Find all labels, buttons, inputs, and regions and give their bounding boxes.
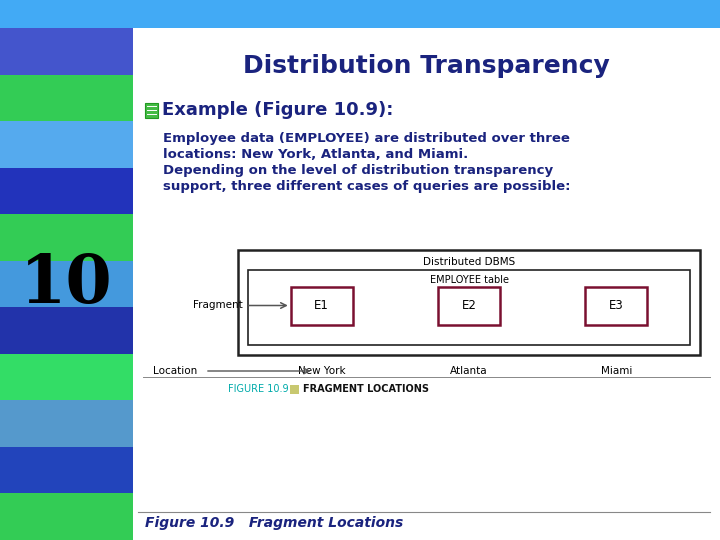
Bar: [133, 28, 720, 540]
Bar: [0, 28, 133, 75]
Bar: [0, 494, 133, 540]
Text: EMPLOYEE table: EMPLOYEE table: [430, 275, 508, 285]
Text: locations: New York, Atlanta, and Miami.: locations: New York, Atlanta, and Miami.: [163, 148, 468, 161]
Text: New York: New York: [298, 366, 346, 376]
Text: FIGURE 10.9: FIGURE 10.9: [228, 384, 289, 394]
Text: Distribution Transparency: Distribution Transparency: [243, 54, 610, 78]
Bar: [0, 121, 133, 167]
Text: E3: E3: [609, 299, 624, 312]
Text: E2: E2: [462, 299, 477, 312]
Text: Location: Location: [153, 366, 197, 376]
Text: support, three different cases of queries are possible:: support, three different cases of querie…: [163, 180, 570, 193]
Bar: [238, 250, 700, 355]
Text: Example (Figure 10.9):: Example (Figure 10.9):: [162, 101, 393, 119]
Text: E1: E1: [314, 299, 329, 312]
Text: Depending on the level of distribution transparency: Depending on the level of distribution t…: [163, 164, 553, 177]
Bar: [291, 287, 353, 325]
Text: FRAGMENT LOCATIONS: FRAGMENT LOCATIONS: [303, 384, 429, 394]
Bar: [0, 354, 133, 400]
Bar: [0, 167, 133, 214]
Bar: [0, 400, 133, 447]
Bar: [248, 270, 690, 345]
Bar: [0, 447, 133, 494]
Bar: [0, 261, 133, 307]
Bar: [0, 214, 133, 261]
Text: 10: 10: [20, 252, 113, 316]
Bar: [438, 287, 500, 325]
Text: Miami: Miami: [600, 366, 632, 376]
Bar: [0, 0, 720, 28]
Bar: [585, 287, 647, 325]
Bar: [0, 307, 133, 354]
Text: Figure 10.9   Fragment Locations: Figure 10.9 Fragment Locations: [145, 516, 403, 530]
Bar: [0, 75, 133, 121]
FancyBboxPatch shape: [145, 103, 158, 118]
Bar: [290, 385, 299, 394]
Text: Employee data (EMPLOYEE) are distributed over three: Employee data (EMPLOYEE) are distributed…: [163, 132, 570, 145]
Text: Fragment: Fragment: [193, 300, 243, 310]
Text: Atlanta: Atlanta: [450, 366, 488, 376]
Text: Distributed DBMS: Distributed DBMS: [423, 257, 515, 267]
